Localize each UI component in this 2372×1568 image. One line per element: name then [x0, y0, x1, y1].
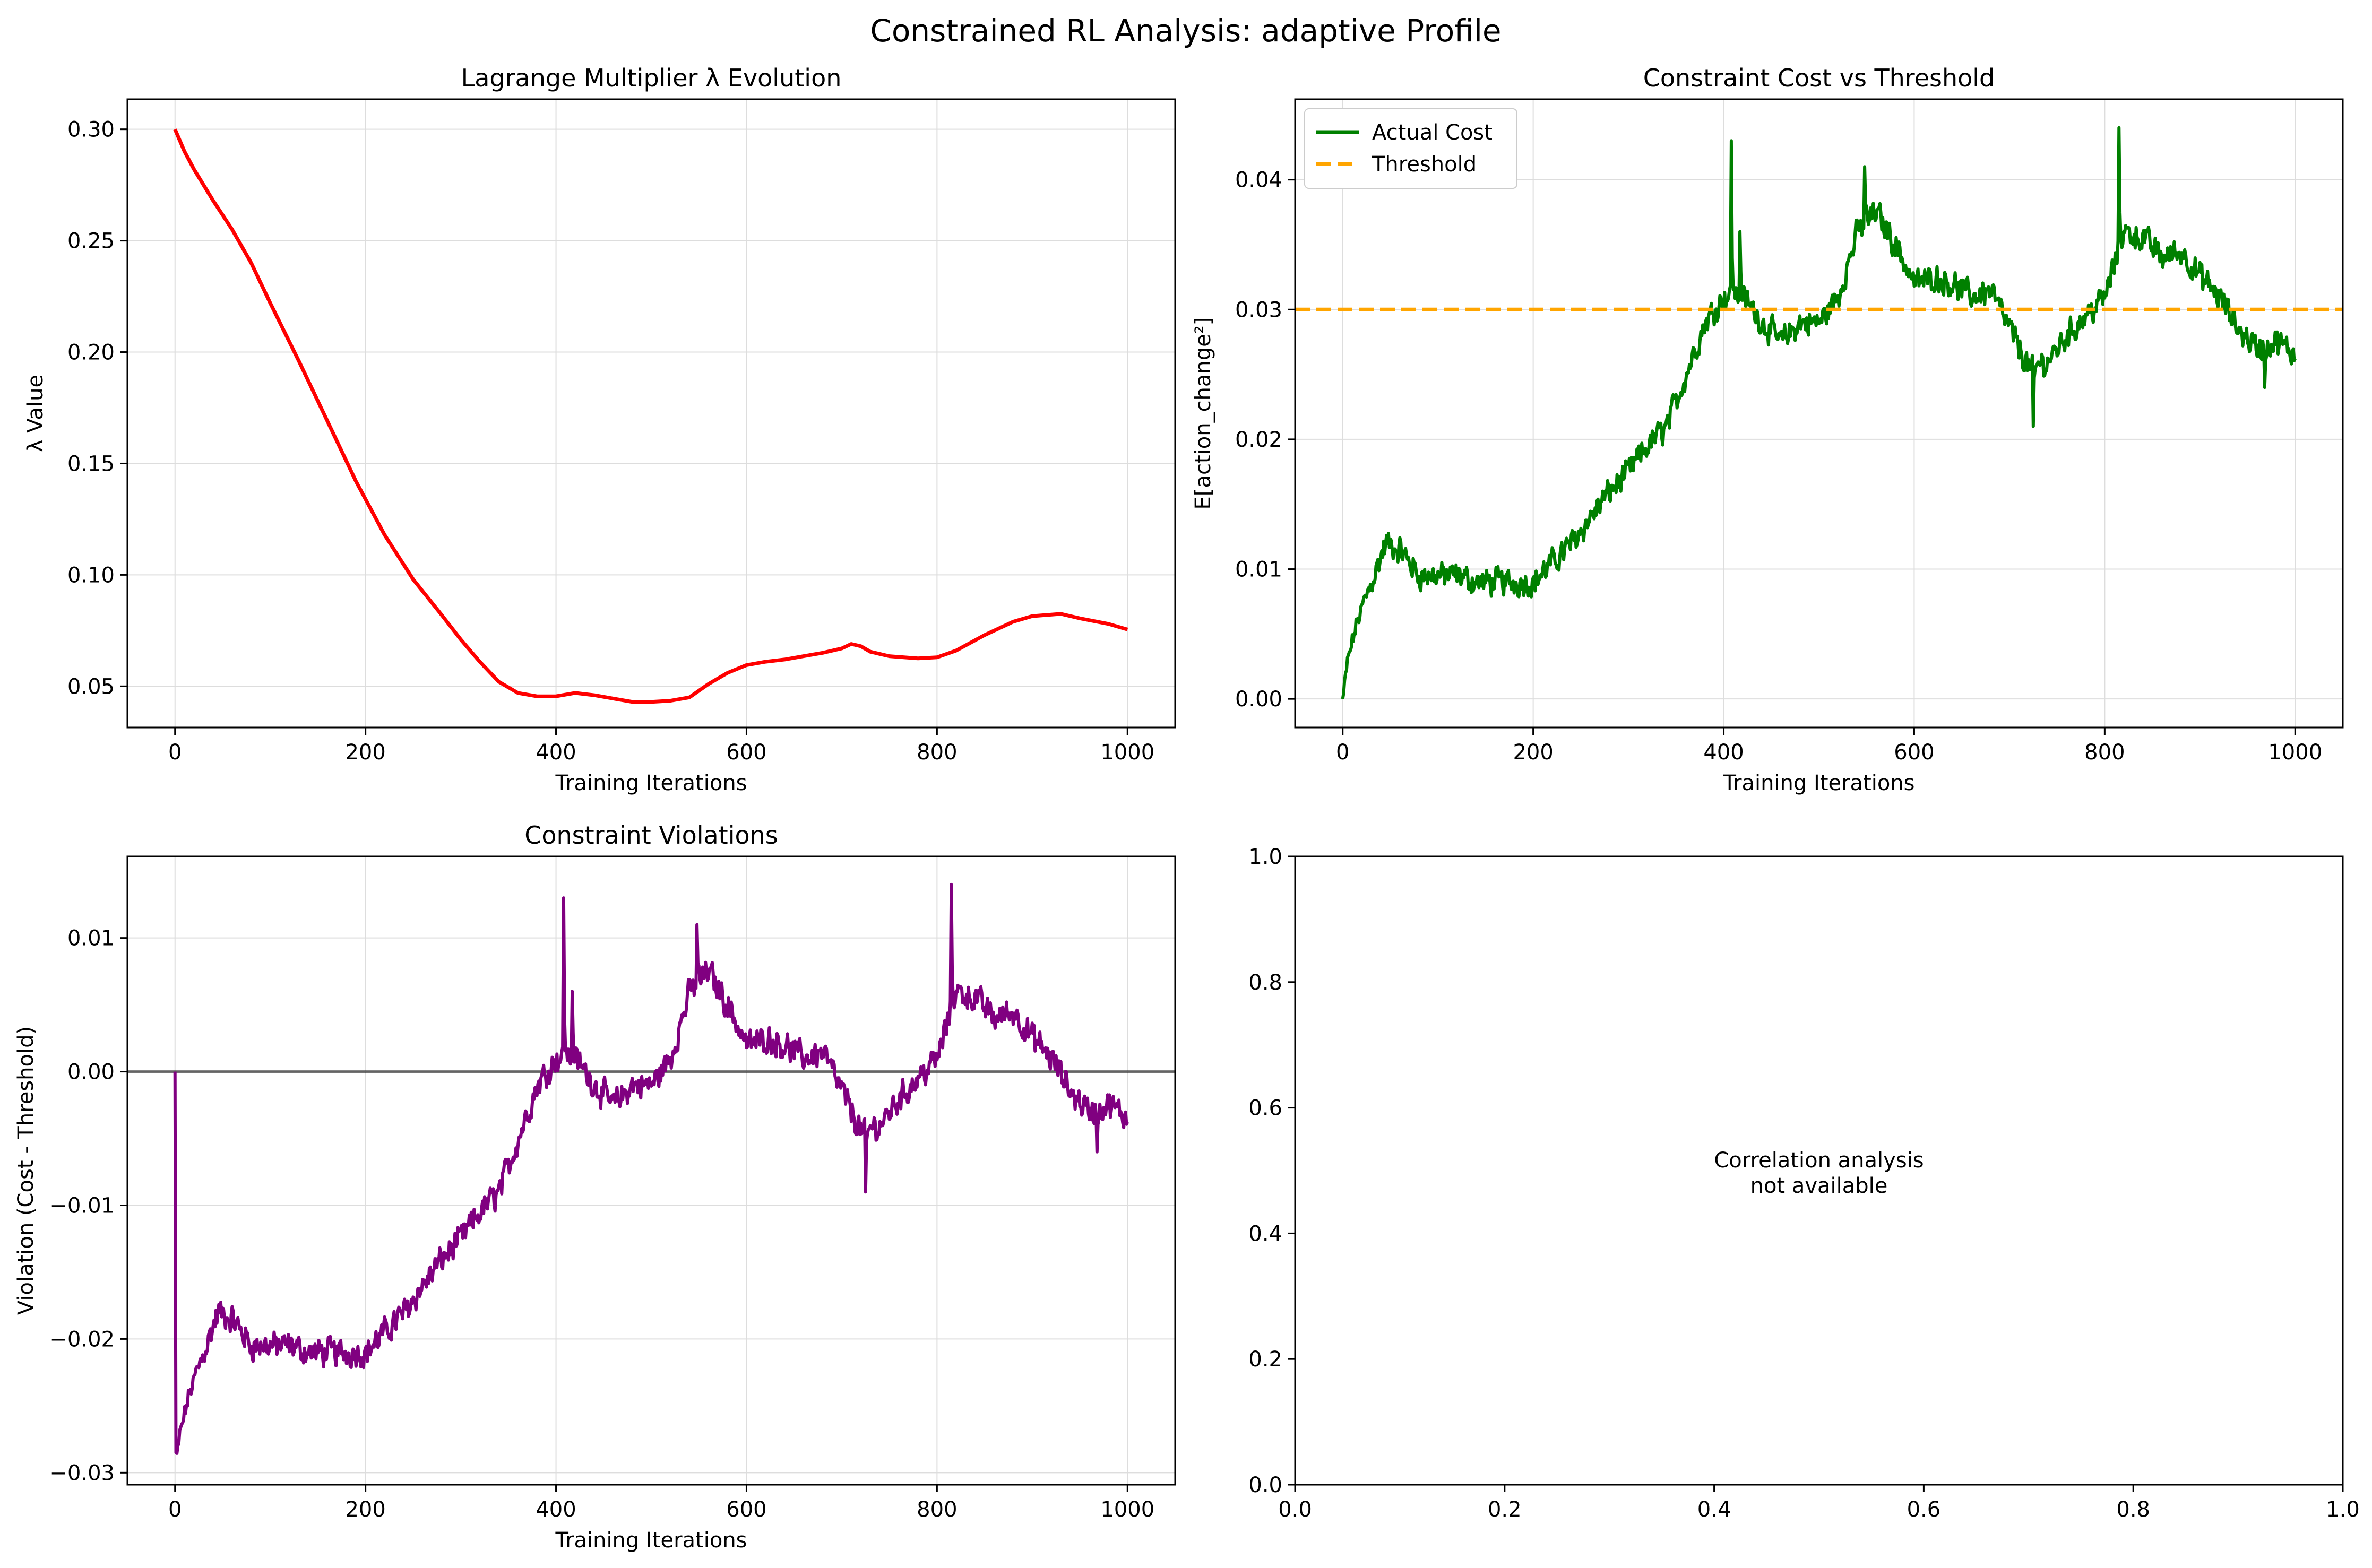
y-tick-label: 0.6 — [1248, 1096, 1282, 1121]
y-tick-label: 0.00 — [67, 1060, 115, 1085]
x-tick-label: 200 — [345, 1497, 385, 1522]
legend-label-threshold: Threshold — [1372, 152, 1477, 177]
y-tick-label: 0.30 — [67, 118, 115, 142]
x-tick-label: 800 — [917, 1497, 957, 1522]
y-tick-label: −0.03 — [49, 1461, 115, 1485]
y-tick-label: 0.15 — [67, 452, 115, 476]
panel-title: Lagrange Multiplier λ Evolution — [461, 64, 842, 92]
y-tick-label: 0.4 — [1248, 1222, 1282, 1246]
x-tick-label: 800 — [917, 740, 957, 765]
x-tick-label: 400 — [536, 1497, 576, 1522]
plot-area — [1295, 126, 2343, 699]
x-tick-label: 600 — [726, 740, 766, 765]
y-tick-label: 0.8 — [1248, 971, 1282, 995]
y-tick-label: 0.0 — [1248, 1473, 1282, 1497]
x-tick-label: 0 — [168, 1497, 182, 1522]
x-tick-label: 200 — [345, 740, 385, 765]
lambda-series-line — [173, 128, 1128, 704]
plot-area — [127, 882, 1175, 1455]
annotation-text: not available — [1750, 1174, 1888, 1198]
y-axis-label: λ Value — [23, 375, 48, 452]
x-tick-label: 800 — [2084, 740, 2125, 765]
x-tick-label: 0 — [1336, 740, 1349, 765]
y-tick-label: 0.25 — [67, 229, 115, 254]
x-tick-label: 200 — [1513, 740, 1553, 765]
x-tick-label: 0.6 — [1907, 1497, 1941, 1522]
x-tick-label: 0.0 — [1278, 1497, 1312, 1522]
violation-line — [173, 882, 1129, 1455]
x-axis-label: Training Iterations — [555, 1528, 747, 1553]
actual-cost-line — [1341, 126, 2297, 699]
axes-frame — [1294, 855, 2344, 1486]
x-tick-label: 0 — [168, 740, 182, 765]
x-tick-label: 0.2 — [1488, 1497, 1522, 1522]
x-axis-label: Training Iterations — [555, 771, 747, 795]
annotation-text: Correlation analysis — [1714, 1148, 1924, 1173]
x-tick-label: 1.0 — [2326, 1497, 2360, 1522]
panel-title: Constraint Cost vs Threshold — [1643, 64, 1995, 92]
y-tick-label: 0.05 — [67, 674, 115, 699]
x-tick-label: 1000 — [1100, 740, 1154, 765]
y-tick-label: 0.00 — [1235, 687, 1282, 712]
y-tick-label: 0.04 — [1235, 168, 1282, 193]
x-tick-label: 0.4 — [1697, 1497, 1731, 1522]
y-tick-label: 0.2 — [1248, 1347, 1282, 1372]
x-tick-label: 600 — [1894, 740, 1934, 765]
y-axis-label: E[action_change²] — [1191, 317, 1215, 510]
x-tick-label: 400 — [1703, 740, 1744, 765]
y-tick-label: 0.01 — [67, 926, 115, 951]
legend-label-actual-cost: Actual Cost — [1372, 120, 1493, 145]
y-tick-label: 0.02 — [1235, 428, 1282, 452]
x-tick-label: 400 — [536, 740, 576, 765]
panel-lambda: 0 200 400 600 800 1000 0.05 0.10 0.15 0.20 0.25 0.3… — [23, 64, 1176, 795]
axes-frame — [1294, 98, 2344, 729]
x-tick-label: 1000 — [2268, 740, 2322, 765]
x-tick-label: 1000 — [1100, 1497, 1154, 1522]
figure-title: Constrained RL Analysis: adaptive Profil… — [870, 13, 1501, 49]
panel-empty: 0.0 0.2 0.4 0.6 0.8 1.0 0.0 0.2 0.4 0.6 0.8 1.0 Corr… — [1248, 845, 2359, 1522]
y-tick-label: 0.01 — [1235, 558, 1282, 582]
y-tick-label: −0.01 — [49, 1193, 115, 1218]
y-tick-label: 1.0 — [1248, 845, 1282, 869]
x-tick-label: 600 — [726, 1497, 766, 1522]
legend-box — [1304, 108, 1517, 189]
y-tick-label: −0.02 — [49, 1327, 115, 1352]
y-tick-label: 0.10 — [67, 563, 115, 587]
panel-title: Constraint Violations — [524, 821, 778, 850]
legend: Actual Cost Threshold — [1304, 108, 1517, 189]
y-axis-label: Violation (Cost - Threshold) — [14, 1026, 38, 1315]
y-tick-label: 0.20 — [67, 341, 115, 365]
y-tick-label: 0.03 — [1235, 298, 1282, 322]
plot-area — [173, 128, 1128, 704]
x-axis-label: Training Iterations — [1722, 771, 1914, 795]
axes-frame — [126, 98, 1176, 729]
axes-frame — [126, 855, 1176, 1486]
x-tick-label: 0.8 — [2116, 1497, 2150, 1522]
panel-violation: 0 200 400 600 800 1000 −0.03 −0.02 −0.01 0.00 0.01… — [14, 821, 1176, 1553]
panel-cost: 0 200 400 600 800 1000 0.00 0.01 0.02 0.03 0.04 Con… — [1191, 64, 2344, 795]
